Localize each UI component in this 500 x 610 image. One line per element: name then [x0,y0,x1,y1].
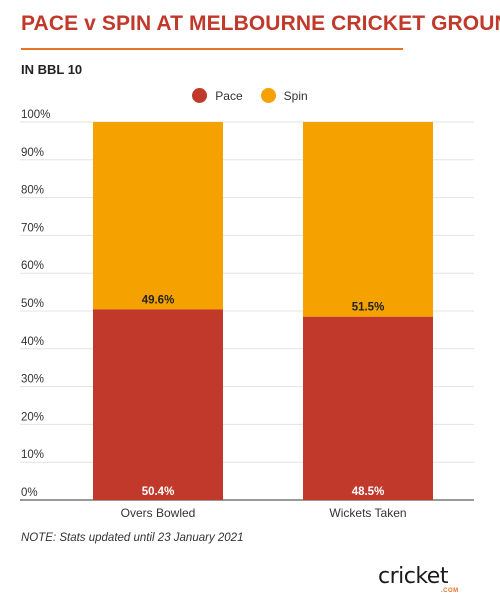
y-tick-label: 0% [21,487,38,499]
bar-pace-1 [303,316,433,500]
chart-subtitle: IN BBL 10 [21,62,83,77]
y-tick-label: 90% [21,147,44,159]
chart-title: PACE v SPIN AT MELBOURNE CRICKET GROUND [21,12,500,35]
legend-swatch-spin [260,88,276,103]
y-tick-label: 80% [21,185,44,197]
x-category-label: Wickets Taken [329,506,406,520]
data-label-spin: 49.6% [142,294,175,306]
legend-label-pace: Pace [215,88,243,103]
logo-subtext: .COM [441,588,459,594]
legend-item-pace: Pace [192,88,243,103]
y-tick-label: 60% [21,260,44,272]
y-tick-label: 100% [21,109,50,121]
title-underline [21,48,403,50]
data-label-pace: 50.4% [142,486,175,498]
stacked-bar-chart: 0% 10% 20% 30% 40% 50% 60% 70% 80% 90% 100% 50.4% 4… [20,109,474,520]
data-label-spin: 51.5% [352,302,385,314]
y-tick-label: 20% [21,411,44,423]
legend-label-spin: Spin [283,88,308,103]
y-tick-label: 10% [21,449,44,461]
logo-wordmark: cricket [378,564,448,589]
chart-legend: Pace Spin [0,88,500,103]
footnote: NOTE: Stats updated until 23 January 202… [21,532,244,544]
bar-pace-0 [93,309,223,500]
cricket-com-logo: cricket .COM [378,566,478,598]
legend-item-spin: Spin [260,88,308,103]
y-tick-label: 70% [21,222,44,234]
bar-spin-1 [303,122,433,317]
x-category-label: Overs Bowled [121,506,196,520]
y-tick-label: 50% [21,298,44,310]
y-tick-label: 40% [21,336,44,348]
bar-spin-0 [93,122,223,310]
y-tick-label: 30% [21,374,44,386]
data-label-pace: 48.5% [352,486,385,498]
legend-swatch-pace [192,88,208,103]
